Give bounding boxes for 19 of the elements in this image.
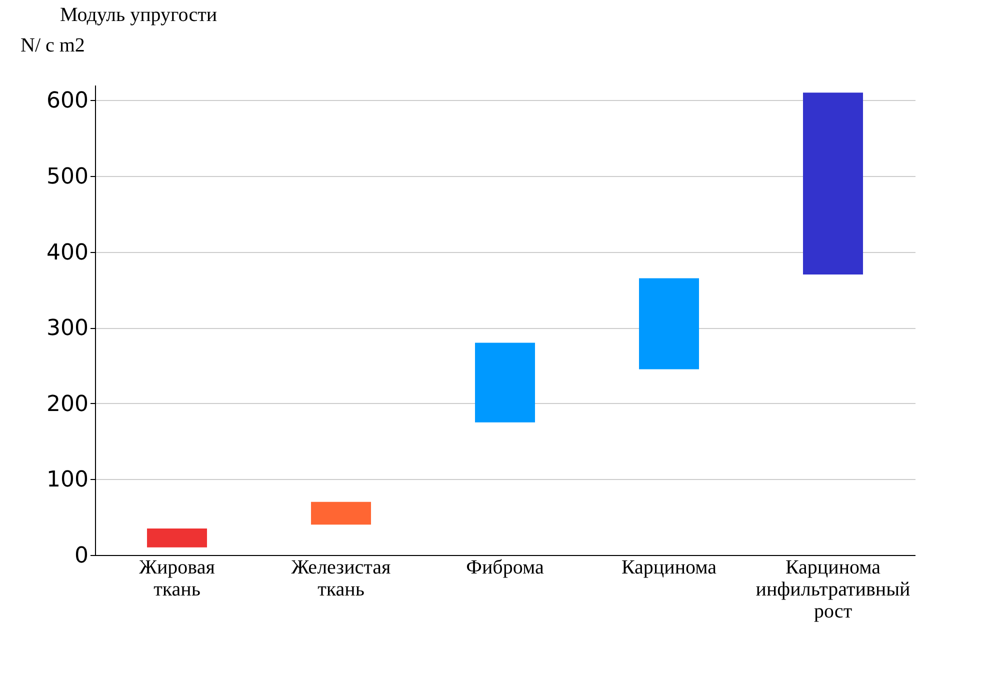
x-tick-label: Фиброма	[466, 556, 544, 578]
bar	[475, 342, 535, 422]
y-tick-label: 0	[74, 544, 88, 568]
x-tick-label: Жировая ткань	[139, 556, 215, 600]
y-axis-title: N/ c m2	[20, 34, 85, 56]
y-tick-label: 400	[46, 240, 88, 266]
bar	[803, 92, 863, 275]
bar	[311, 502, 371, 525]
y-tick-label: 100	[46, 468, 88, 493]
y-tick-label: 200	[46, 392, 88, 417]
chart-title: Модуль упругости	[60, 4, 218, 26]
bar	[147, 528, 207, 548]
x-tick-label: Карцинома инфильтративный рост	[756, 556, 911, 622]
y-tick-label: 600	[46, 88, 88, 114]
y-tick-label: 500	[46, 164, 88, 190]
bar	[639, 278, 699, 370]
y-tick-label: 300	[46, 316, 88, 342]
x-tick-label: Карцинома	[621, 556, 717, 578]
x-tick-label: Железистая ткань	[291, 556, 391, 600]
